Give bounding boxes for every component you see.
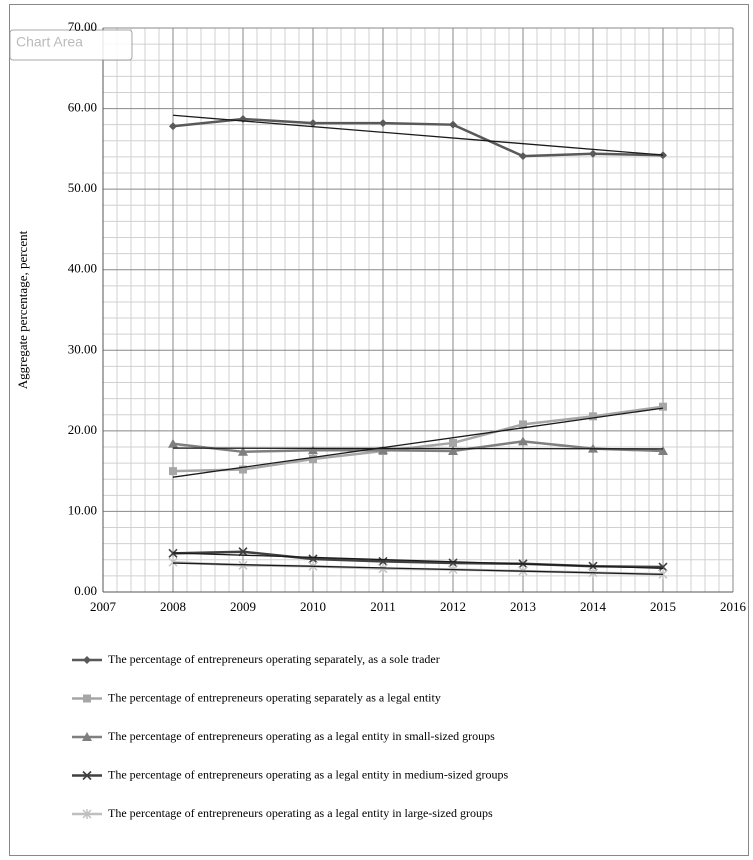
marker [83, 656, 91, 664]
series-line [172, 117, 664, 158]
marker [169, 122, 177, 131]
trend-line [172, 552, 664, 570]
marker [238, 547, 248, 557]
chart-area-border [9, 4, 749, 856]
y-tick-label: 40.00 [68, 261, 97, 276]
legend-label: The percentage of entrepreneurs operatin… [108, 729, 495, 743]
tooltip: Chart Area [16, 34, 83, 50]
marker [658, 562, 668, 572]
marker [169, 467, 177, 476]
marker [239, 465, 247, 474]
marker [82, 770, 92, 781]
y-tick-label: 10.00 [68, 502, 97, 517]
y-tick-label: 20.00 [68, 422, 97, 437]
marker [519, 420, 527, 429]
marker [589, 149, 597, 158]
x-tick-label: 2012 [440, 599, 466, 614]
x-tick-label: 2013 [510, 599, 536, 614]
marker [308, 554, 318, 564]
trend-line [172, 114, 664, 156]
y-tick-label: 30.00 [68, 341, 97, 356]
y-tick-label: 50.00 [68, 180, 97, 195]
marker [378, 556, 388, 566]
marker [518, 436, 528, 446]
marker [238, 446, 248, 456]
x-tick-label: 2007 [90, 599, 117, 614]
marker [449, 438, 457, 447]
marker [238, 560, 248, 571]
x-tick-label: 2010 [300, 599, 326, 614]
legend-label: The percentage of entrepreneurs operatin… [108, 767, 509, 781]
marker [309, 119, 317, 128]
marker [379, 119, 387, 128]
x-tick-label: 2016 [720, 599, 747, 614]
legend-label: The percentage of entrepreneurs operatin… [108, 652, 440, 666]
x-tick-label: 2011 [370, 599, 396, 614]
marker [588, 443, 598, 453]
series-line [172, 440, 664, 454]
marker [309, 455, 317, 464]
legend-label: The percentage of entrepreneurs operatin… [108, 806, 493, 820]
y-tick-label: 60.00 [68, 100, 97, 115]
marker [378, 563, 388, 574]
x-tick-label: 2015 [650, 599, 676, 614]
plot [168, 114, 668, 580]
x-tick-label: 2008 [160, 599, 186, 614]
marker [168, 438, 178, 448]
y-tick-label: 0.00 [74, 583, 97, 598]
marker [448, 446, 458, 455]
tooltip-box [9, 29, 133, 61]
marker [378, 445, 388, 455]
marker [519, 152, 527, 161]
marker [659, 151, 667, 160]
x-tick-label: 2014 [580, 599, 607, 614]
marker [82, 809, 92, 819]
marker [168, 557, 178, 568]
marker [658, 446, 668, 455]
trend-line [172, 447, 664, 450]
marker [448, 558, 458, 568]
series-line [172, 405, 664, 473]
trend-line [172, 562, 664, 576]
marker [449, 120, 457, 129]
y-tick-label: 70.00 [68, 19, 97, 34]
x-tick-label: 2009 [230, 599, 256, 614]
marker [82, 732, 92, 741]
y-axis-label: Aggregate percentage, percent [15, 230, 30, 389]
marker [589, 412, 597, 421]
marker [83, 694, 91, 703]
marker [308, 445, 318, 455]
trend-line [172, 407, 664, 478]
legend-label: The percentage of entrepreneurs operatin… [108, 690, 441, 704]
marker [659, 402, 667, 411]
